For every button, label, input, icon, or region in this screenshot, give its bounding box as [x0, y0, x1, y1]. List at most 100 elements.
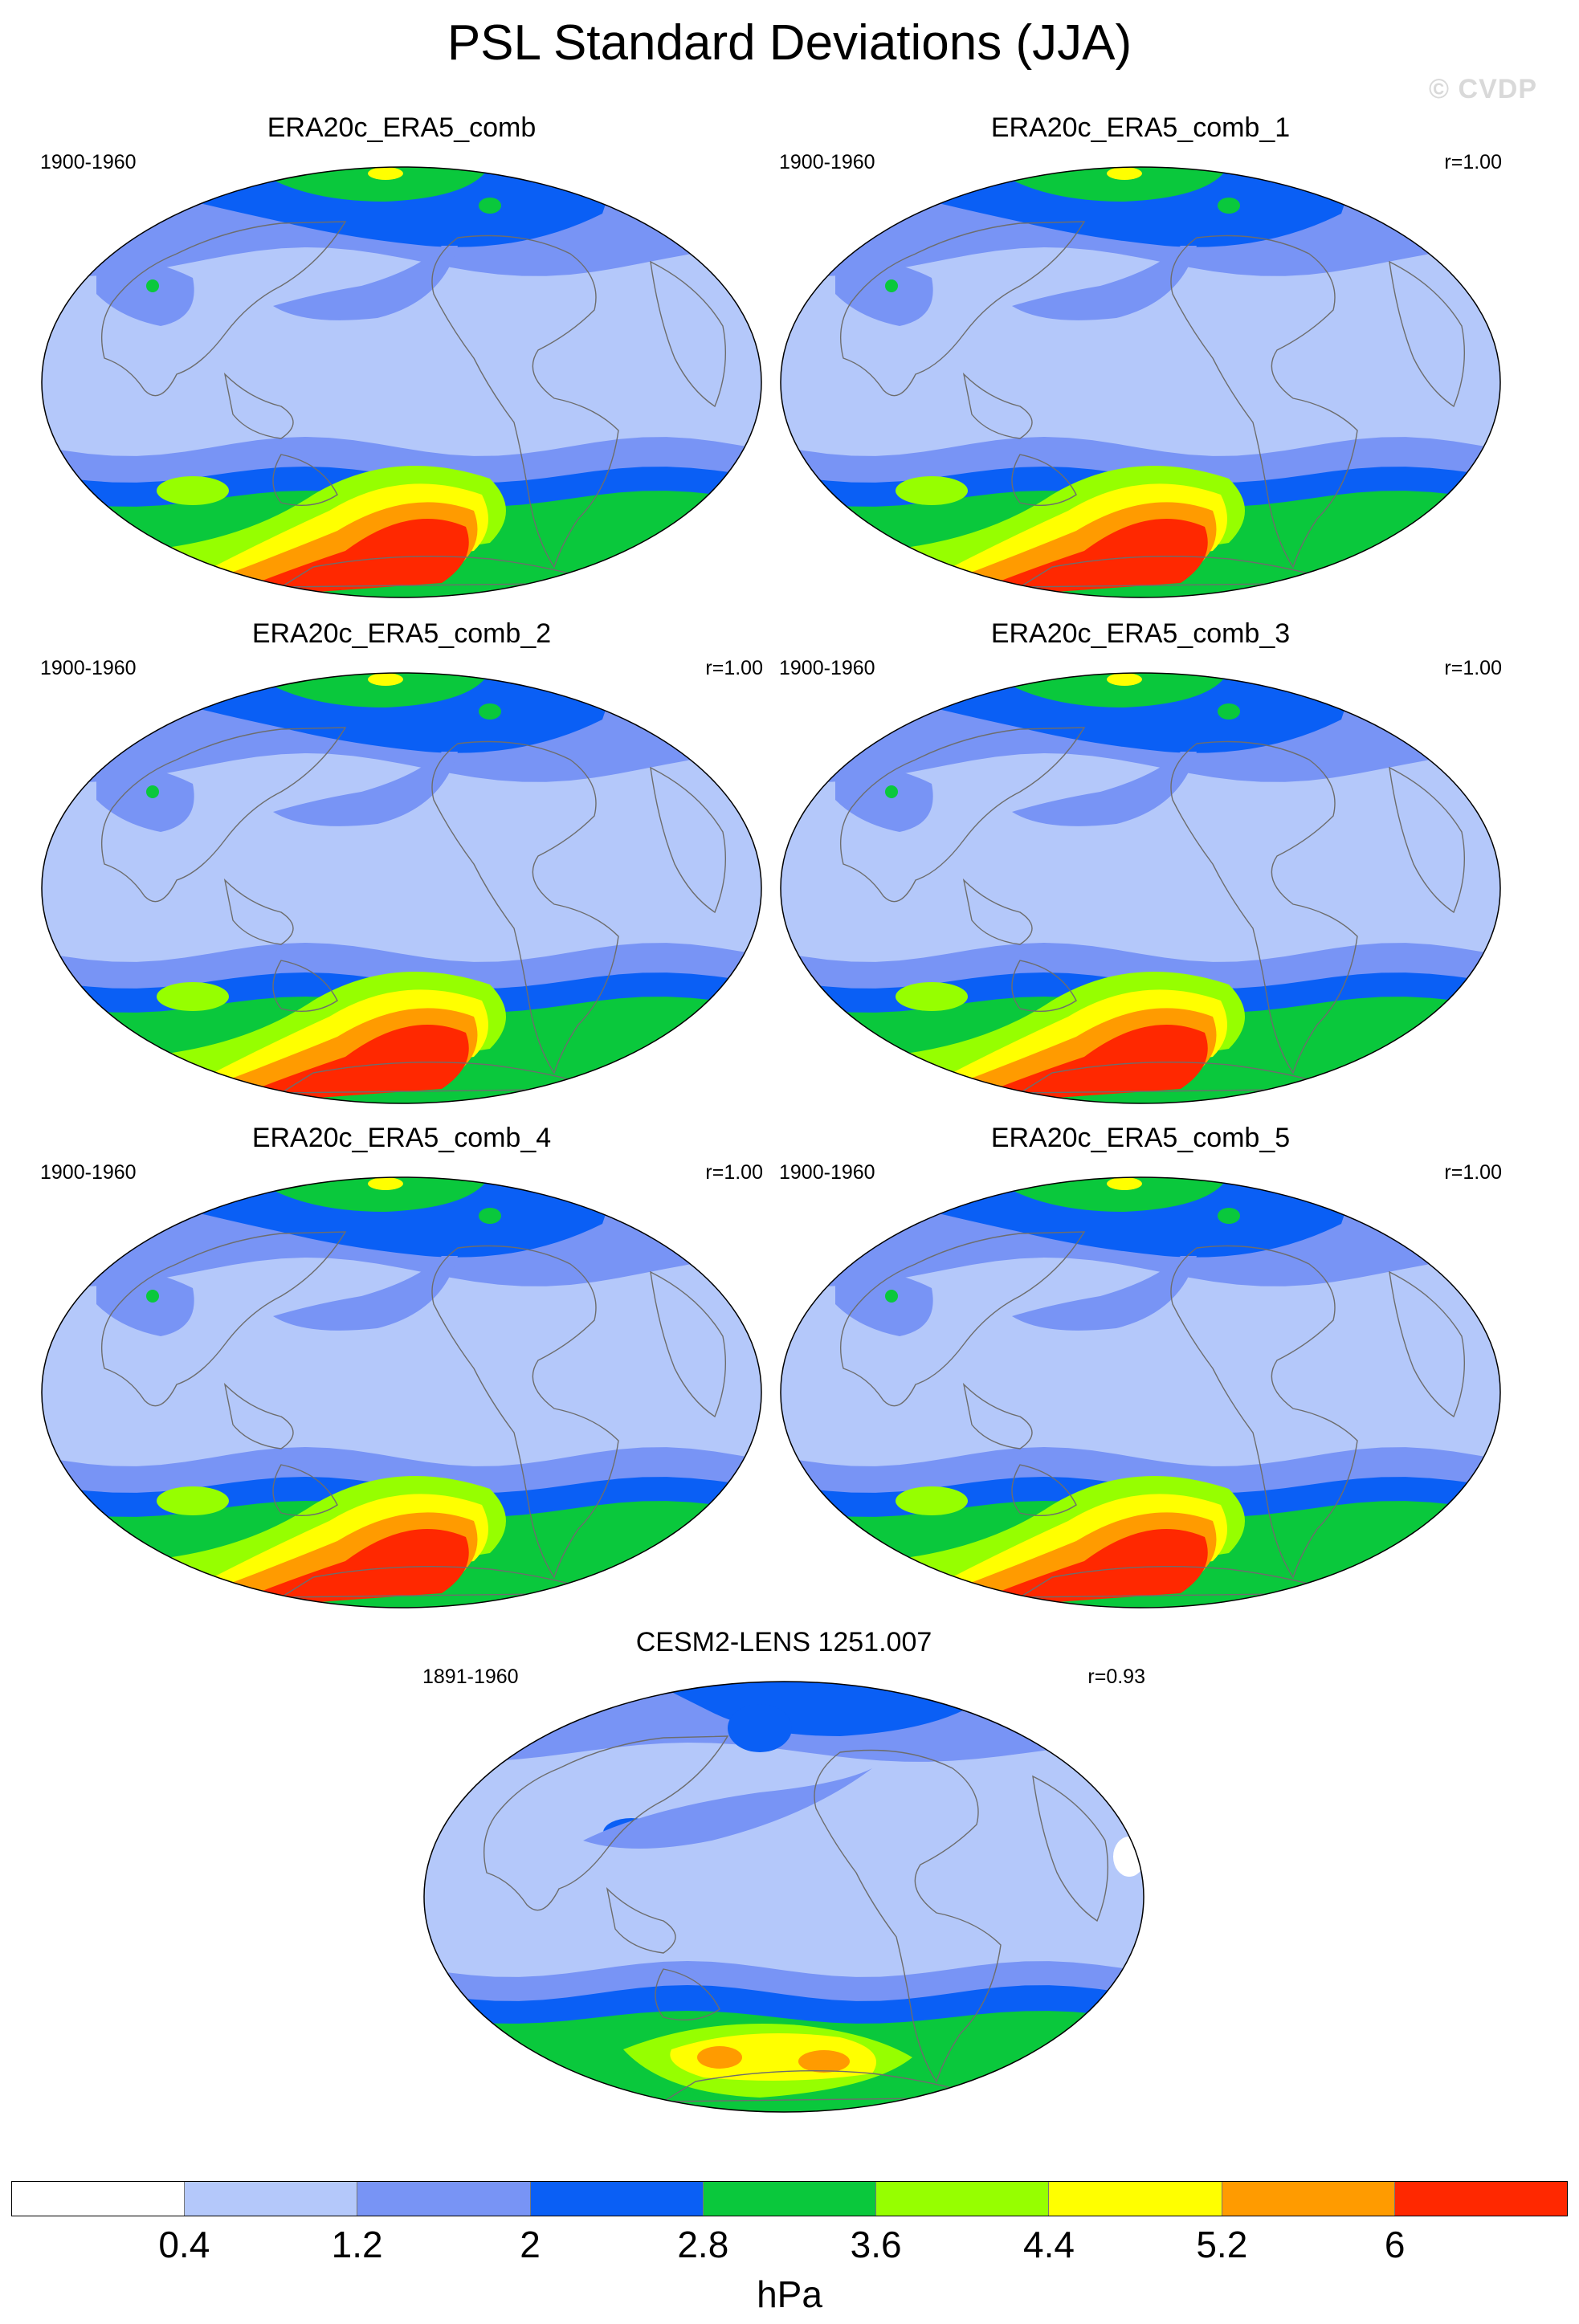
field-tibet-spot: [885, 279, 898, 292]
cvdp-watermark: © CVDP: [1429, 74, 1537, 104]
field-north-max: [368, 1177, 403, 1190]
coastline: [650, 766, 727, 914]
map-panel-1: ERA20c_ERA5_comb_1 1900-1960 r=1.00: [771, 112, 1510, 602]
coastline: [655, 1968, 720, 2021]
field-north-max: [1107, 673, 1142, 686]
field-tibet-spot: [146, 1290, 159, 1303]
coastlines: [839, 727, 1466, 1094]
coastline: [1389, 1270, 1466, 1418]
field-north-blob: [1218, 1208, 1240, 1224]
map-fill-layer: [424, 1682, 1144, 2112]
coastline: [431, 234, 619, 569]
field-south-indian-max: [157, 1486, 229, 1515]
field-tibet: [835, 1270, 933, 1336]
map-outline: [780, 672, 1501, 1104]
colorbar-segment: [1394, 2182, 1567, 2216]
colorbar-units: hPa: [757, 2273, 822, 2315]
field-south-max: [217, 1025, 469, 1103]
colorbar-segment: [185, 2182, 358, 2216]
field-tibet-spot: [885, 1290, 898, 1303]
field-south-max: [956, 1529, 1208, 1608]
coastline: [272, 960, 338, 1013]
coastline: [1389, 260, 1466, 408]
map-fill-layer: [781, 167, 1500, 597]
panel-years: 1900-1960: [40, 657, 137, 679]
coastline: [223, 878, 294, 945]
coastline: [1170, 234, 1358, 569]
colorbar-tick: 1.2: [331, 2224, 383, 2265]
map-fill-layer: [42, 1177, 761, 1608]
panel-years: 1900-1960: [779, 151, 875, 173]
field-pacific-tongue: [273, 752, 458, 826]
field-south-indian-max: [157, 982, 229, 1011]
panel-correlation: r=0.93: [1087, 1666, 1145, 1688]
coastline: [962, 878, 1033, 945]
map-fill-layer: [781, 1177, 1500, 1608]
coastline: [962, 372, 1033, 439]
coastline: [1011, 1464, 1077, 1517]
field-south-indian-max: [896, 1486, 968, 1515]
coastline: [272, 454, 338, 507]
psl-std-map: [41, 672, 762, 1104]
map-outline: [41, 672, 762, 1104]
panel-title: CESM2-LENS 1251.007: [635, 1627, 932, 1657]
field-north-blob: [1218, 703, 1240, 720]
map-panel-5: ERA20c_ERA5_comb_5 1900-1960 r=1.00: [771, 1123, 1510, 1613]
panel-title: ERA20c_ERA5_comb: [267, 112, 537, 143]
field-pacific-tongue: [273, 1256, 458, 1331]
map-outline: [780, 166, 1501, 598]
coastline: [100, 727, 347, 903]
colorbar-tick: 6: [1384, 2224, 1406, 2265]
coastline: [1011, 454, 1077, 507]
psl-std-map: [41, 166, 762, 598]
colorbar-tick: 4.4: [1023, 2224, 1075, 2265]
coastline: [223, 1382, 294, 1449]
panel-correlation: r=1.00: [1444, 657, 1502, 679]
field-north-blob: [479, 703, 501, 720]
panel-years: 1900-1960: [40, 1161, 137, 1184]
map-panel-2: ERA20c_ERA5_comb_2 1900-1960 r=1.00: [32, 618, 771, 1108]
field-north-max: [368, 167, 403, 180]
coastline: [814, 1749, 1002, 2083]
field-south-indian-max: [896, 476, 968, 505]
coastline: [1032, 1775, 1109, 1922]
map-outline: [423, 1681, 1144, 2113]
field-tibet-spot: [885, 785, 898, 798]
coastline: [1011, 960, 1077, 1013]
colorbar-segment: [1222, 2182, 1395, 2216]
map-outline: [780, 1176, 1501, 1608]
coastline: [431, 1245, 619, 1579]
field-north-blob: [479, 1208, 501, 1224]
panel-title: ERA20c_ERA5_comb_5: [990, 1123, 1291, 1153]
field-north-max: [1107, 167, 1142, 180]
colorbar-segment: [703, 2182, 877, 2216]
field-south-indian-max: [157, 476, 229, 505]
panel-title: ERA20c_ERA5_comb_2: [251, 618, 552, 649]
map-fill-layer: [781, 673, 1500, 1103]
panel-years: 1891-1960: [422, 1666, 519, 1688]
coastline: [431, 740, 619, 1074]
map-panel-0: ERA20c_ERA5_comb 1900-1960: [32, 112, 771, 602]
panel-years: 1900-1960: [40, 151, 137, 173]
panel-correlation: r=1.00: [1444, 1161, 1502, 1184]
field-tibet-spot: [146, 785, 159, 798]
coastline: [1170, 1245, 1358, 1579]
map-outline: [41, 1176, 762, 1608]
field-tibet: [835, 259, 933, 326]
coastline: [272, 1464, 338, 1517]
coastline: [100, 1231, 347, 1407]
colorbar-segment: [530, 2182, 704, 2216]
panel-years: 1900-1960: [779, 1161, 875, 1184]
panel-title: ERA20c_ERA5_comb_1: [990, 112, 1291, 143]
coastline: [100, 221, 347, 397]
map-panel-4: ERA20c_ERA5_comb_4 1900-1960 r=1.00: [32, 1123, 771, 1613]
field-pacific-tongue: [1012, 752, 1197, 826]
psl-std-map: [780, 672, 1501, 1104]
map-panel-6: CESM2-LENS 1251.007 1891-1960 r=0.93: [414, 1627, 1153, 2117]
coastlines: [100, 1231, 727, 1598]
map-outline: [41, 166, 762, 598]
panel-title: ERA20c_ERA5_comb_4: [251, 1123, 552, 1153]
field-tibet: [835, 765, 933, 832]
field-south-max: [217, 519, 469, 597]
panel-years: 1900-1960: [779, 657, 875, 679]
